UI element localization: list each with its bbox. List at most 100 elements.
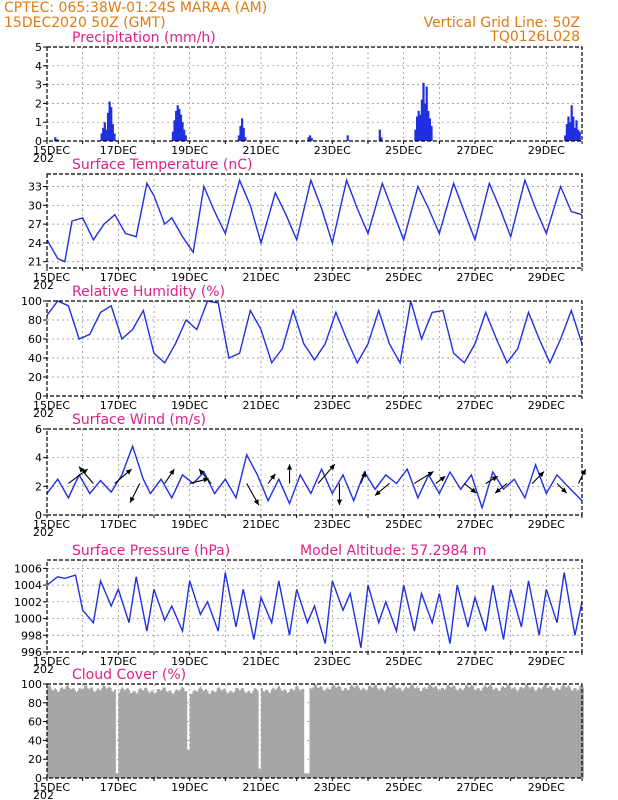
precip-bar <box>184 135 187 141</box>
y-tick-label: 60 <box>28 333 42 346</box>
cloud-bar <box>241 687 243 778</box>
cloud-bar <box>64 688 66 778</box>
cloud-bar <box>225 691 228 778</box>
cloud-bar <box>440 687 443 778</box>
cloud-bar <box>162 687 165 778</box>
cloud-bar <box>343 688 346 778</box>
x-tick-label: 23DEC <box>314 271 351 284</box>
cloud-bar <box>256 690 259 778</box>
precip-bar <box>105 129 108 141</box>
precip-bar <box>578 131 581 141</box>
cloud-bar <box>355 685 357 778</box>
cloud-bar <box>475 690 477 778</box>
cloud-bar <box>129 693 132 778</box>
cloud-bar <box>457 689 460 778</box>
cloud-bar <box>519 687 522 778</box>
cloud-bar <box>419 690 422 778</box>
cloud-bar <box>427 685 430 778</box>
cloud-bar <box>263 691 266 778</box>
cloud-bar <box>426 688 429 778</box>
cloud-bar <box>78 688 81 778</box>
x-tick-label: 25DEC <box>385 518 422 531</box>
cloud-bar <box>236 688 239 778</box>
cloud-bar <box>484 686 487 778</box>
x-tick-label: 17DEC <box>100 144 137 157</box>
cloud-bar <box>400 690 403 778</box>
cloud-bar <box>435 685 437 778</box>
cloud-bar <box>102 685 105 778</box>
cloud-bar <box>72 687 75 778</box>
cloud-bar <box>319 686 322 778</box>
cloud-bar <box>395 688 397 778</box>
cloud-bar <box>52 689 55 778</box>
cloud-bar <box>405 686 407 778</box>
header-location: CPTEC: 065:38W-01:24S MARAA (AM) <box>4 0 267 16</box>
cloud-bar <box>410 684 413 778</box>
cloud-bar <box>429 684 432 778</box>
cloud-bar <box>547 687 550 778</box>
x-tick-label: 27DEC <box>456 144 493 157</box>
x-tick-label: 27DEC <box>456 399 493 412</box>
cloud-bar <box>142 690 145 778</box>
year-label: 202 <box>33 152 54 165</box>
x-tick-label: 29DEC <box>528 655 565 668</box>
cloud-bar <box>524 684 527 778</box>
cloud-bar <box>492 689 494 778</box>
panel-annotation: Model Altitude: 57.2984 m <box>300 543 486 559</box>
y-tick-label: 2 <box>35 480 42 493</box>
cloud-bar <box>136 692 139 778</box>
cloud-bar <box>151 690 153 778</box>
x-tick-label: 19DEC <box>171 271 208 284</box>
cloud-bar <box>246 691 249 778</box>
cloud-bar <box>141 689 143 778</box>
cloud-bar <box>483 685 486 778</box>
cloud-bar <box>48 685 51 778</box>
cloud-bar <box>456 690 459 778</box>
cloud-bar <box>453 685 456 778</box>
cloud-bar <box>226 693 229 778</box>
cloud-bar <box>463 688 466 778</box>
x-tick-label: 29DEC <box>528 399 565 412</box>
cloud-bar <box>335 687 338 778</box>
cloud-bar <box>286 693 289 778</box>
y-tick-label: 33 <box>28 181 42 194</box>
wind-vector-head <box>538 471 545 478</box>
cloud-bar <box>476 688 479 778</box>
cloud-bar <box>390 686 393 778</box>
cloud-bar <box>295 686 298 778</box>
cloud-bar <box>582 686 584 778</box>
cloud-bar <box>273 689 276 778</box>
cloud-bar <box>185 691 188 778</box>
cloud-bar <box>443 689 446 778</box>
cloud-bar <box>195 691 198 778</box>
precip-bar <box>568 122 572 141</box>
cloud-bar <box>86 688 89 778</box>
cloud-bar <box>285 690 288 778</box>
wind-vector-head <box>286 464 293 470</box>
cloud-bar <box>392 684 395 778</box>
y-tick-label: 60 <box>28 716 42 729</box>
cloud-bar <box>416 686 419 778</box>
cloud-bar <box>221 690 223 778</box>
y-tick-label: 0 <box>35 390 42 403</box>
cloud-bar <box>567 685 570 778</box>
precip-bar <box>307 137 310 141</box>
cloud-bar <box>245 693 248 778</box>
cloud-bar <box>366 689 369 778</box>
panel-4: Surface Pressure (hPa) Model Altitude: 57… <box>14 543 583 676</box>
series-line <box>46 572 583 648</box>
panel-title: Relative Humidity (%) <box>72 284 225 300</box>
cloud-bar <box>119 689 122 778</box>
x-tick-label: 27DEC <box>456 518 493 531</box>
x-tick-label: 15DEC <box>33 781 70 794</box>
cloud-bar <box>126 687 129 778</box>
cloud-bar <box>530 686 533 778</box>
cloud-bar <box>553 691 556 778</box>
cloud-bar <box>125 689 128 778</box>
precip-bar <box>564 135 567 141</box>
cloud-bar <box>559 689 561 778</box>
cloud-bar <box>507 684 510 778</box>
cloud-bar <box>490 686 493 778</box>
precip-bar <box>423 103 427 141</box>
cloud-bar <box>554 688 557 778</box>
